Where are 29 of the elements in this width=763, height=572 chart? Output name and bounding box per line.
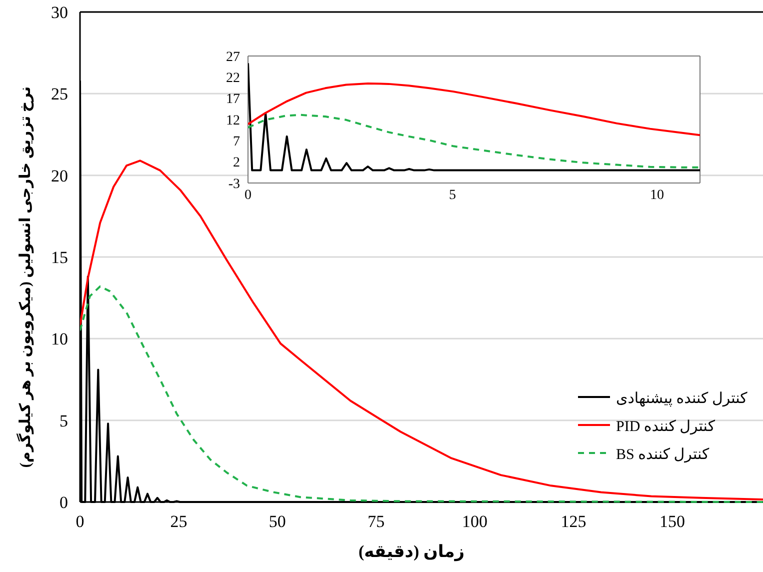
- x-tick-label: 0: [76, 512, 84, 531]
- x-axis-title: زمان (دقیقه): [358, 542, 465, 562]
- y-tick-label: 22: [226, 71, 240, 86]
- legend-label: کنترل کننده BS: [616, 447, 710, 463]
- y-tick-label: 27: [226, 50, 240, 65]
- y-tick-label: 2: [233, 156, 240, 171]
- legend-label: کنترل کننده پیشنهادی: [616, 391, 748, 407]
- x-tick-label: 5: [449, 188, 456, 203]
- y-tick-label: 20: [51, 166, 68, 186]
- x-tick-label: 0: [244, 188, 252, 203]
- legend-label: کنترل کننده PID: [616, 419, 716, 435]
- x-tick-label: 25: [170, 512, 188, 531]
- y-tick-label: 30: [51, 2, 68, 22]
- y-tick-label: 25: [51, 84, 68, 104]
- x-tick-label: 125: [560, 512, 586, 531]
- x-tick-label: 100: [462, 512, 488, 531]
- y-tick-label: 0: [60, 492, 68, 512]
- y-tick-label: 17: [226, 92, 240, 108]
- y-tick-label: -3: [228, 176, 240, 192]
- y-axis-title: نرخ تزریق خارجی انسولین (میکرویون بر هر کیلوگرم): [16, 86, 34, 468]
- x-tick-label: 10: [650, 188, 664, 203]
- y-tick-label: 7: [233, 134, 240, 150]
- x-tick-label: 150: [659, 512, 685, 531]
- y-tick-label: 15: [51, 248, 68, 267]
- y-tick-label: 12: [226, 113, 240, 128]
- x-tick-label: 50: [268, 512, 286, 531]
- x-tick-label: 75: [368, 512, 385, 531]
- y-tick-label: 10: [51, 330, 68, 349]
- y-tick-label: 5: [60, 411, 68, 430]
